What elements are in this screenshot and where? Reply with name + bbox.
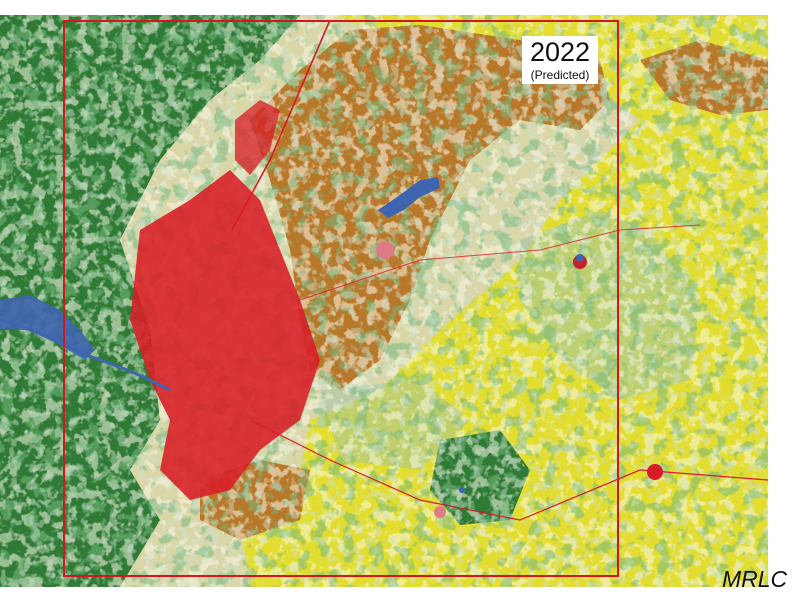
road-line: [249, 419, 768, 521]
land-cover-raster: [0, 15, 768, 587]
year-label: 2022: [529, 37, 591, 67]
urban-area: [647, 464, 663, 480]
water-body: [576, 254, 584, 262]
prediction-note: (Predicted): [530, 68, 590, 82]
year-label-box: 2022 (Predicted): [522, 36, 598, 84]
water-body: [459, 487, 465, 493]
reservoir: [0, 295, 95, 360]
urban-area: [130, 170, 320, 500]
river: [0, 318, 171, 392]
lake: [378, 177, 440, 218]
study-area-outline: [63, 20, 619, 577]
road-line: [231, 19, 331, 231]
source-credit: MRLC: [722, 566, 788, 592]
urban-area: [376, 241, 394, 259]
road-line: [299, 224, 701, 301]
urban-area: [434, 506, 446, 518]
urban-area: [235, 100, 280, 175]
